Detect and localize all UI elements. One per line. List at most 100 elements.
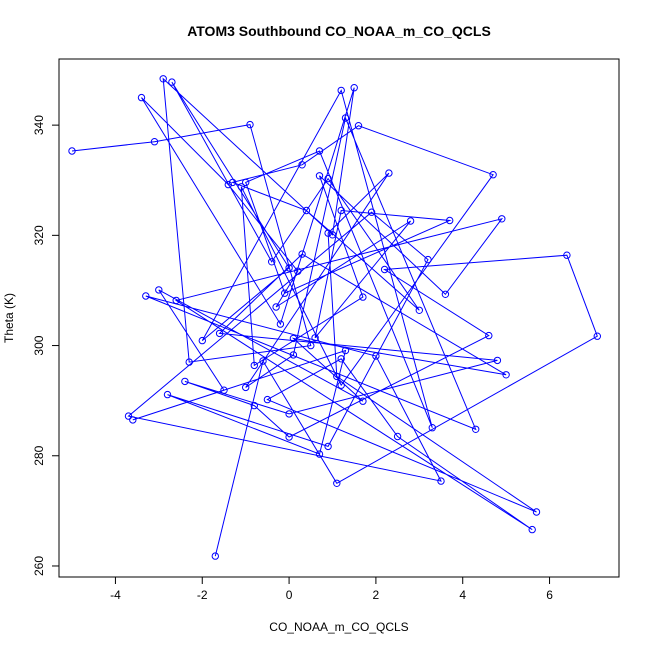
data-point — [393, 432, 402, 441]
x-axis: -4 -2 0 2 4 6 — [110, 576, 553, 602]
series-layer — [68, 75, 601, 560]
data-point — [246, 120, 254, 129]
y-axis: 260 280 300 320 340 — [32, 115, 60, 576]
data-point — [285, 410, 293, 418]
y-axis-label: Theta (K) — [2, 293, 16, 343]
data-point — [337, 206, 345, 215]
data-point — [155, 286, 163, 294]
data-point — [359, 397, 367, 405]
data-point — [211, 552, 220, 560]
data-point — [337, 381, 345, 389]
data-point — [142, 292, 150, 300]
data-point — [168, 78, 176, 86]
data-point — [224, 180, 233, 189]
x-tick-label: 4 — [459, 588, 466, 602]
data-point — [268, 258, 276, 266]
x-tick-label: -2 — [197, 588, 208, 602]
data-point — [159, 75, 167, 83]
data-point — [285, 433, 293, 441]
data-point — [337, 355, 345, 363]
x-tick-label: -4 — [110, 588, 121, 602]
data-point — [493, 356, 502, 365]
data-point — [242, 383, 250, 392]
data-point — [250, 401, 259, 410]
data-point — [385, 169, 393, 177]
data-point — [406, 217, 415, 225]
y-tick-label: 280 — [32, 445, 46, 465]
data-point — [68, 147, 76, 155]
x-tick-label: 6 — [546, 588, 553, 602]
data-point — [489, 171, 497, 179]
y-tick-label: 340 — [32, 115, 46, 135]
data-point — [289, 334, 298, 343]
data-point — [350, 84, 358, 92]
data-point — [276, 320, 285, 328]
data-point — [367, 208, 376, 216]
data-point — [380, 265, 389, 274]
data-point — [341, 346, 350, 355]
data-point — [415, 306, 423, 314]
data-point — [281, 289, 289, 297]
data-point — [424, 255, 432, 264]
data-point — [593, 332, 601, 340]
data-point — [311, 334, 319, 342]
data-point — [307, 341, 315, 350]
data-point — [428, 424, 436, 432]
data-point — [359, 293, 367, 301]
data-point — [437, 477, 445, 485]
data-point — [228, 178, 237, 187]
data-point — [250, 361, 259, 370]
data-point — [324, 174, 332, 183]
data-point — [124, 412, 133, 420]
data-point — [259, 357, 267, 365]
data-point — [341, 114, 350, 122]
data-point — [272, 303, 280, 311]
data-point — [185, 358, 193, 366]
data-point — [220, 386, 228, 394]
data-point — [237, 183, 246, 191]
data-point — [198, 336, 207, 345]
data-point — [315, 172, 324, 180]
data-point — [485, 331, 493, 340]
y-tick-label: 300 — [32, 335, 46, 355]
data-point — [528, 525, 536, 534]
data-point — [298, 250, 306, 258]
data-point — [333, 479, 341, 487]
data-point — [298, 161, 306, 169]
data-point — [137, 93, 146, 102]
y-tick-label: 260 — [32, 556, 46, 576]
data-point — [315, 450, 324, 458]
data-point — [163, 390, 172, 399]
series-line — [71, 77, 598, 557]
data-point — [563, 251, 571, 259]
chart-title: ATOM3 Southbound CO_NOAA_m_CO_QCLS — [187, 23, 491, 39]
data-point — [502, 371, 510, 379]
data-point — [446, 216, 454, 225]
y-tick-label: 320 — [32, 225, 46, 245]
data-point — [289, 351, 298, 359]
x-tick-label: 0 — [286, 588, 293, 602]
data-point — [315, 147, 324, 155]
data-point — [472, 425, 480, 433]
data-point — [129, 416, 137, 424]
data-point — [215, 329, 224, 338]
data-point — [324, 442, 332, 451]
data-point — [372, 352, 380, 360]
data-point — [302, 206, 311, 215]
data-point — [333, 372, 341, 381]
x-tick-label: 2 — [373, 588, 380, 602]
data-point — [294, 267, 302, 275]
data-point — [181, 377, 189, 386]
data-point — [328, 231, 337, 239]
data-point — [172, 296, 180, 305]
data-point — [498, 215, 506, 223]
data-point — [263, 395, 272, 404]
data-point — [532, 508, 541, 516]
data-point — [354, 122, 363, 130]
data-point — [324, 229, 332, 237]
data-point — [285, 264, 293, 272]
data-point — [150, 138, 159, 146]
x-axis-label: CO_NOAA_m_CO_QCLS — [269, 620, 408, 634]
data-point — [441, 290, 450, 298]
